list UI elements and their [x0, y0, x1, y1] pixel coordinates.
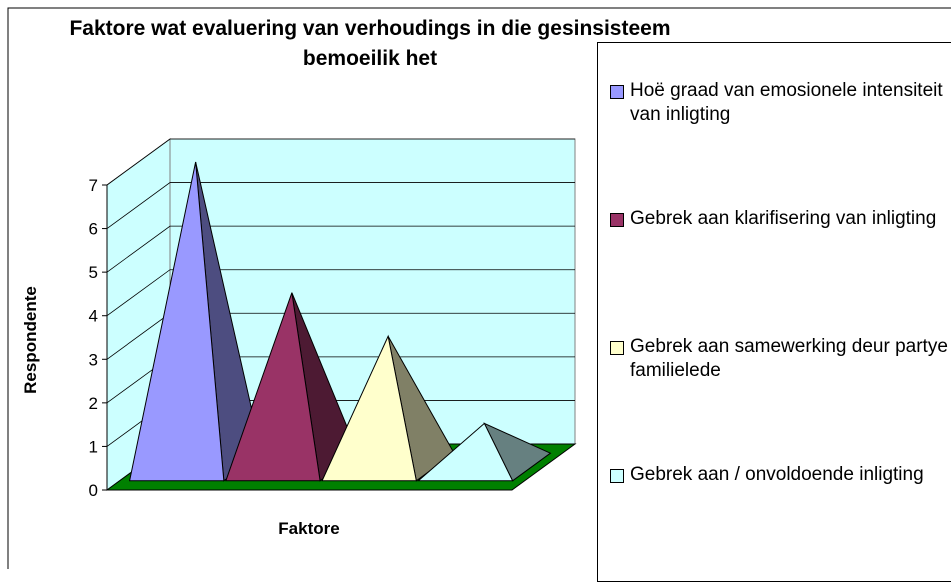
legend-swatch: [610, 341, 624, 355]
y-tick-label: 0: [89, 481, 98, 500]
legend-item: Gebrek aan samewerking deur partye en fa…: [610, 335, 951, 383]
y-tick-label: 7: [89, 176, 98, 195]
y-tick-label: 1: [89, 437, 98, 456]
y-tick-label: 3: [89, 350, 98, 369]
legend: Hoë graad van emosionele intensiteit van…: [597, 42, 951, 582]
grid-line: [106, 225, 575, 273]
y-axis-label: Respondente: [21, 286, 40, 394]
pyramid: [321, 334, 417, 482]
legend-label: Hoë graad van emosionele intensiteit van…: [630, 80, 943, 125]
grid-line: [106, 269, 575, 317]
legend-swatch: [610, 213, 624, 227]
y-tick-label: 4: [89, 307, 98, 326]
legend-label: Gebrek aan samewerking deur partye en fa…: [630, 336, 951, 381]
x-axis-label: Faktore: [278, 519, 339, 538]
chart-title: Faktore wat evaluering van verhoudings i…: [69, 17, 671, 70]
pyramid: [225, 292, 321, 482]
pyramid: [417, 422, 514, 482]
pyramid: [128, 161, 225, 482]
y-tick-label: 6: [89, 220, 98, 239]
grid-line: [106, 138, 575, 186]
legend-swatch: [610, 469, 624, 483]
legend-item: Hoë graad van emosionele intensiteit van…: [610, 79, 951, 127]
legend-item: Gebrek aan / onvoldoende inligting: [610, 463, 951, 487]
grid-line: [106, 182, 575, 229]
legend-label: Gebrek aan / onvoldoende inligting: [630, 464, 924, 485]
page: {"chart_data":{"type":"pyramid3d","title…: [7, 7, 951, 582]
y-tick-label: 2: [89, 394, 98, 413]
chart-border: [7, 7, 951, 569]
y-tick-label: 5: [89, 263, 98, 282]
legend-swatch: [610, 85, 624, 99]
legend-label: Gebrek aan klarifisering van inligting: [630, 208, 937, 229]
chart: 0 1 2 3 4 5 6 7 Faktore Respondente: [7, 7, 951, 569]
legend-item: Gebrek aan klarifisering van inligting: [610, 207, 951, 231]
